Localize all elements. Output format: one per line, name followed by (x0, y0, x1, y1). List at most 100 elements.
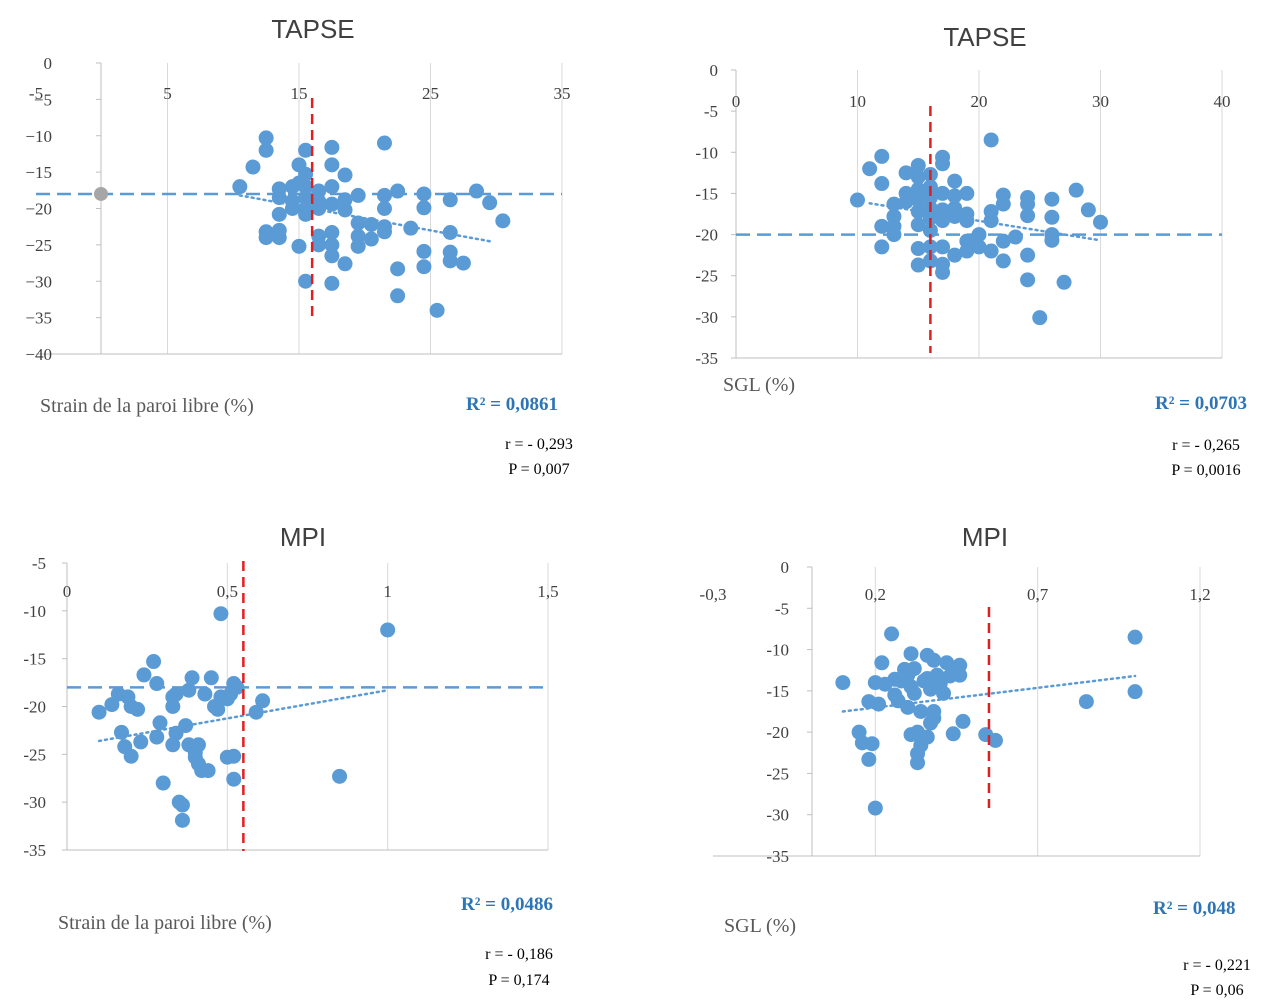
y-tick-label: -20 (23, 698, 46, 717)
data-point (136, 667, 152, 683)
correlation-label: r = - 0,221 (1183, 957, 1251, 974)
data-point (91, 704, 107, 720)
r-squared-label: R² = 0,0486 (461, 894, 553, 915)
y-tick-label: −30 (25, 272, 52, 291)
data-point (442, 192, 458, 208)
data-point (416, 243, 432, 259)
data-point (210, 701, 226, 717)
y-tick-label: -20 (695, 226, 718, 245)
data-point (926, 710, 942, 726)
x-tick-label: -0,3 (700, 585, 727, 604)
x-axis-label: SGL (%) (723, 374, 795, 396)
data-point (324, 248, 340, 264)
data-point (898, 194, 914, 210)
chart-panel-2: TAPSE 0 -5 -10 -15 -20 -25 -30 -35 0 10 20 30 40 SGL (… (695, 22, 1247, 479)
data-point (376, 224, 392, 240)
data-point (133, 734, 149, 750)
y-tick-label: 0 (781, 558, 790, 577)
data-point (861, 751, 877, 767)
data-point (1078, 694, 1094, 710)
x-tick-label: 20 (971, 92, 988, 111)
data-point (226, 748, 242, 764)
data-point (416, 259, 432, 275)
data-point (864, 736, 880, 752)
data-point (298, 273, 314, 289)
data-point (850, 192, 865, 208)
data-point (324, 275, 340, 291)
x-tick-label: 25 (422, 84, 439, 103)
data-point (983, 243, 999, 259)
p-value-label: P = 0,174 (488, 972, 549, 989)
data-point (324, 157, 340, 173)
data-point (959, 213, 975, 229)
x-tick-label: -5 (29, 84, 43, 103)
data-point (910, 241, 926, 257)
data-point (332, 768, 348, 784)
data-point (226, 771, 242, 787)
data-point (1032, 310, 1048, 326)
r-squared-label: R² = 0,0703 (1155, 393, 1247, 414)
data-point (429, 302, 445, 318)
data-point (376, 201, 392, 216)
data-point (184, 670, 200, 686)
data-point (311, 237, 327, 253)
y-tick-label: -25 (695, 267, 718, 286)
x-tick-label: 0,7 (1027, 585, 1049, 604)
correlation-label: r = - 0,265 (1172, 437, 1240, 454)
data-point (291, 238, 307, 254)
r-squared-label: R² = 0,048 (1153, 898, 1236, 919)
data-point (271, 190, 287, 206)
data-point (376, 135, 392, 151)
data-point (910, 257, 926, 273)
y-tick-label: −10 (25, 127, 52, 146)
data-point (874, 148, 890, 164)
data-point (952, 667, 968, 683)
data-point (203, 670, 219, 686)
data-point (174, 812, 190, 828)
data-point (324, 196, 340, 212)
x-tick-label: 0,2 (865, 585, 886, 604)
data-point (311, 201, 327, 216)
data-point (376, 187, 392, 203)
data-point (258, 130, 274, 146)
x-tick-label: 5 (163, 84, 172, 103)
data-point (416, 186, 432, 202)
y-tick-label: -15 (695, 184, 718, 203)
r-squared-label: R² = 0,0861 (466, 394, 558, 415)
data-point (174, 797, 190, 813)
data-point (1044, 191, 1060, 207)
data-point (298, 179, 314, 195)
data-point (910, 181, 926, 197)
data-point (168, 686, 184, 702)
data-point (959, 185, 975, 201)
data-point (324, 237, 340, 253)
data-point (390, 288, 406, 304)
data-point (337, 167, 353, 183)
data-point (874, 176, 890, 192)
y-tick-label: −25 (25, 236, 52, 255)
x-tick-label: 0 (732, 92, 741, 111)
data-point (947, 173, 963, 189)
data-point (149, 676, 165, 692)
data-point (469, 183, 485, 199)
data-point (258, 230, 274, 246)
x-tick-label: 0,5 (217, 582, 238, 601)
data-point (1020, 247, 1036, 263)
data-point (181, 682, 197, 698)
data-point (1093, 214, 1108, 230)
data-point (971, 227, 987, 243)
chart-title: TAPSE (943, 22, 1026, 52)
data-point (955, 713, 971, 729)
chart-panel-3: MPI -5 -10 -15 -20 -25 -30 -35 0 0,5 1 1,5 Strain de… (23, 522, 558, 989)
data-point (886, 227, 902, 243)
data-point (947, 247, 963, 263)
x-tick-label: 30 (1092, 92, 1109, 111)
data-point (149, 729, 165, 745)
data-point (455, 255, 471, 271)
data-point (1127, 629, 1143, 645)
y-tick-label: -30 (766, 806, 789, 825)
data-point (935, 202, 951, 218)
data-point (995, 196, 1011, 212)
y-tick-label: -5 (775, 599, 789, 618)
